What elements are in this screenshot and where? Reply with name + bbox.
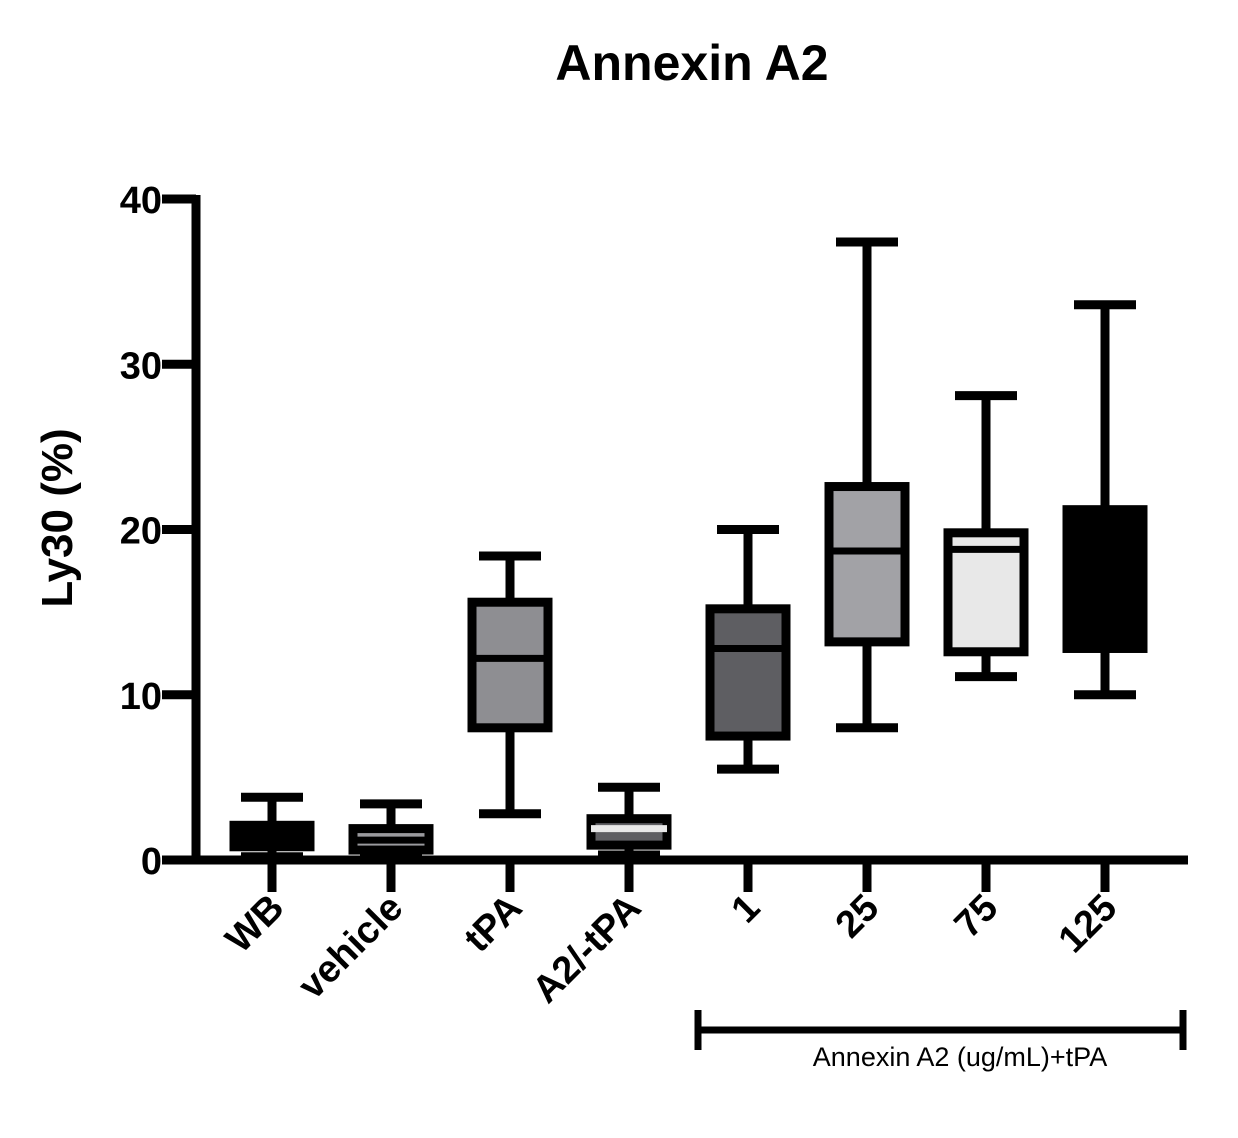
box-A2/-tPA	[586, 782, 672, 860]
box-125	[1062, 300, 1148, 700]
bracket-label: Annexin A2 (ug/mL)+tPA	[813, 1042, 1107, 1072]
y-tick-label: 40	[120, 180, 162, 222]
box-25	[824, 237, 910, 733]
chart-title: Annexin A2	[555, 35, 828, 91]
x-tick-label: 25	[828, 887, 888, 947]
x-tick-label: 1	[724, 887, 769, 932]
y-tick-label: 20	[120, 511, 162, 553]
box-1	[705, 525, 791, 774]
x-tick-label: A2/-tPA	[525, 887, 650, 1012]
box-series	[229, 237, 1148, 862]
box-tPA	[467, 551, 553, 819]
x-tick-label: 75	[947, 887, 1007, 947]
y-tick-label: 10	[120, 676, 162, 718]
y-tick-label: 0	[141, 841, 162, 883]
x-tick-label: vehicle	[291, 887, 412, 1008]
x-tick-label: tPA	[456, 887, 530, 961]
box-iqr	[705, 604, 791, 741]
x-tick-label: 125	[1051, 887, 1126, 962]
box-WB	[229, 792, 315, 862]
y-axis-label: Ly30 (%)	[33, 428, 82, 607]
y-tick-label: 30	[120, 345, 162, 387]
box-iqr	[467, 597, 553, 733]
box-iqr	[824, 482, 910, 647]
dose-bracket: Annexin A2 (ug/mL)+tPA	[694, 1010, 1187, 1072]
box-vehicle	[348, 799, 434, 860]
x-tick-label: WB	[218, 887, 292, 961]
box-iqr	[1062, 505, 1148, 653]
box-75	[943, 391, 1029, 682]
y-axis: 0 10 20 30 40	[120, 180, 201, 883]
